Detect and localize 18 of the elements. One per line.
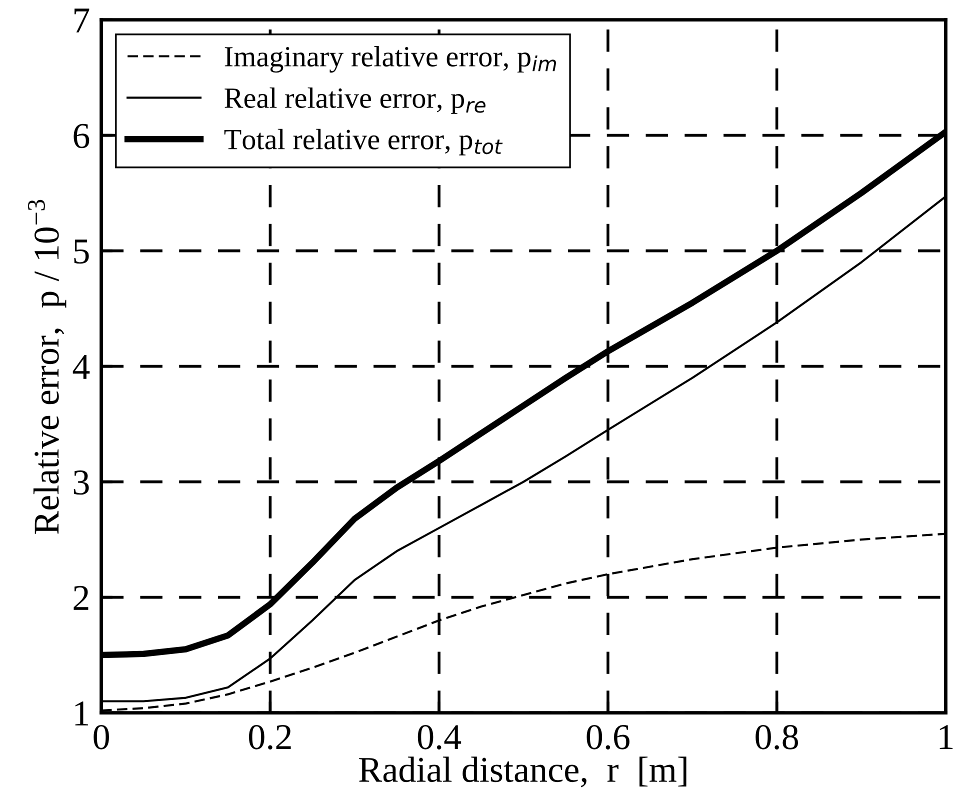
y-tick-label: 3 xyxy=(74,470,89,495)
x-tick-label: 1 xyxy=(940,725,953,749)
legend-label: Real relative error, p$_{re}$ xyxy=(224,87,486,114)
x-tick-label: 0.8 xyxy=(756,724,798,750)
x-tick-label: 0.4 xyxy=(418,724,462,750)
x-tick-label: 0.2 xyxy=(249,724,291,750)
y-tick-label: 6 xyxy=(74,124,90,148)
y-tick-label: 1 xyxy=(75,701,88,726)
y-tick-label: 5 xyxy=(74,240,89,264)
y-axis-title: Relative error, p / 10$^{−3}$ xyxy=(28,200,66,534)
x-tick-label: 0 xyxy=(94,724,109,750)
y-tick-label: 4 xyxy=(72,355,90,379)
y-tick-label: 2 xyxy=(74,586,88,610)
x-axis-title: Radial distance, r [m] xyxy=(359,756,686,788)
legend-label: Imaginary relative error, p$_{im}$ xyxy=(224,46,556,73)
x-tick-label: 0.6 xyxy=(586,724,630,750)
y-tick-label: 7 xyxy=(74,8,90,32)
legend-label: Total relative error, p$_{tot}$ xyxy=(224,128,503,156)
